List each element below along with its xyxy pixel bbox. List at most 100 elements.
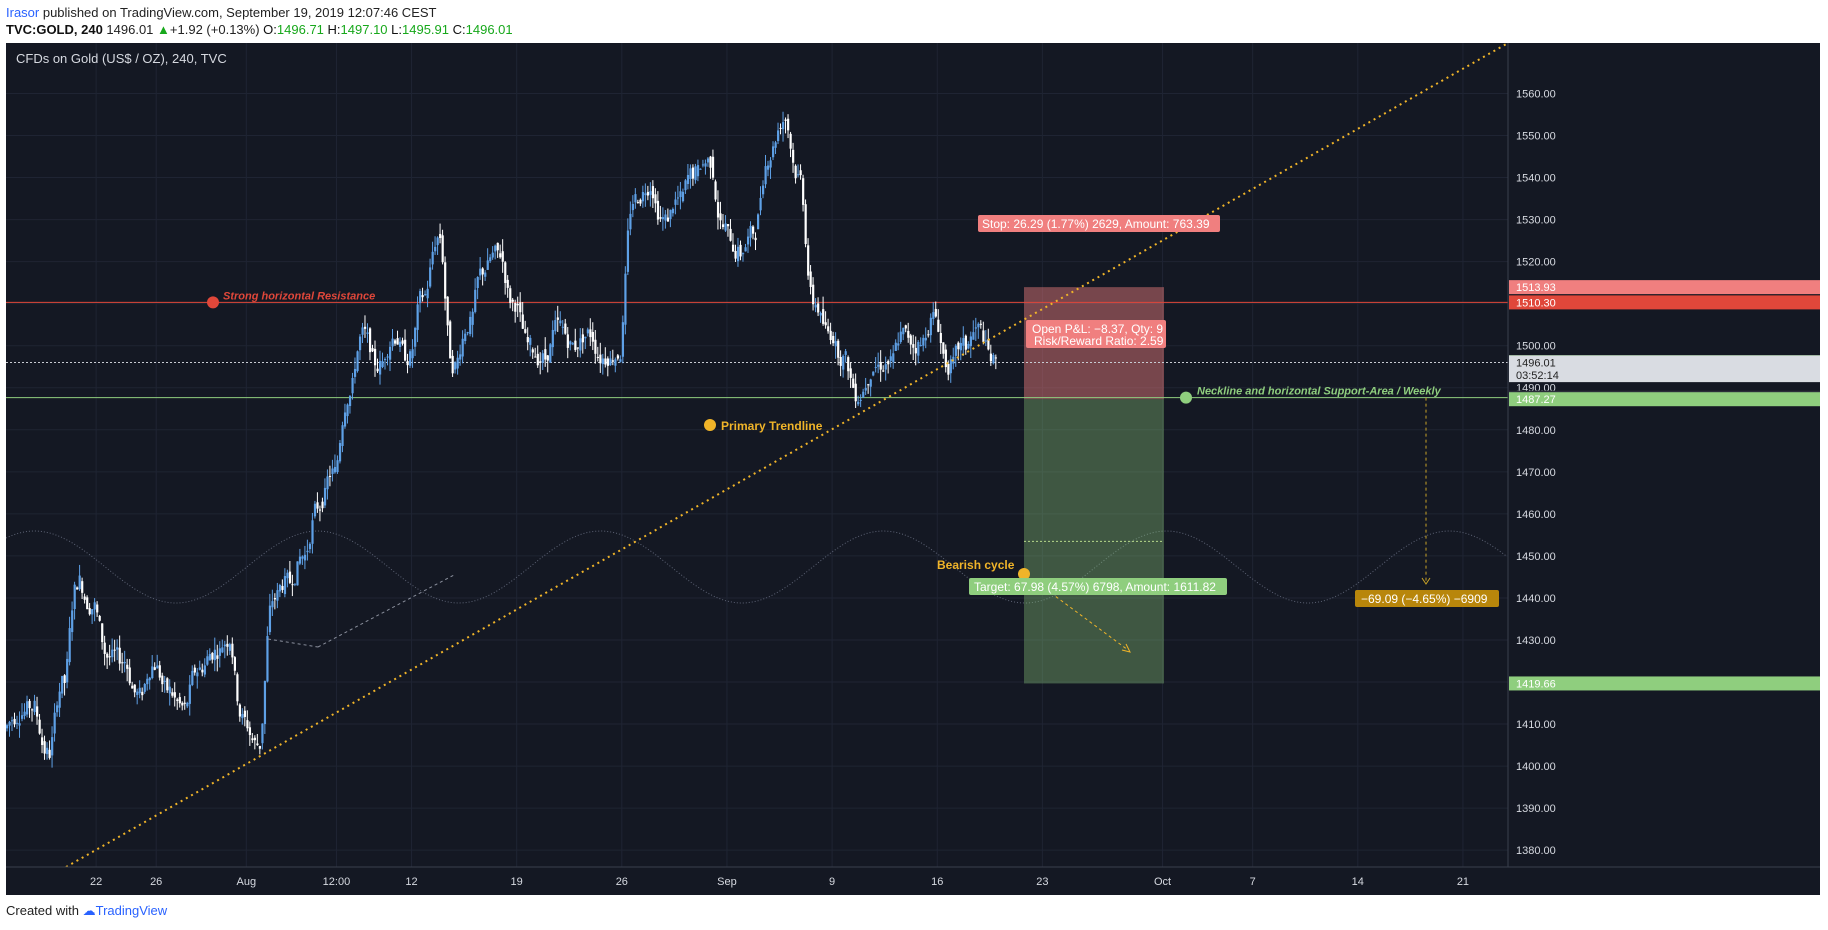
candle (454, 362, 457, 370)
candle (857, 401, 860, 405)
candle (346, 404, 349, 417)
candle (431, 251, 434, 265)
candle (626, 230, 630, 272)
candle (83, 596, 86, 600)
candle (171, 692, 174, 696)
candle (261, 723, 264, 744)
candle (416, 304, 419, 330)
candle (514, 303, 517, 312)
candle (384, 358, 387, 360)
candle (872, 371, 875, 376)
candle (48, 749, 51, 758)
candle (106, 653, 109, 658)
candle (389, 346, 392, 360)
chart-title: CFDs on Gold (US$ / OZ), 240, TVC (16, 51, 227, 66)
candle (68, 628, 71, 663)
candle (621, 322, 625, 357)
candle (869, 379, 872, 387)
candle (849, 368, 852, 378)
candle (746, 236, 750, 245)
candle (271, 601, 274, 608)
candle (118, 647, 121, 664)
candle (744, 247, 747, 252)
candle (133, 684, 136, 693)
candle (123, 661, 126, 664)
candle (974, 327, 977, 329)
author-link[interactable]: Irasor (6, 5, 40, 20)
chart-area[interactable]: Strong horizontal Resistance Neckline and… (6, 43, 1820, 895)
candle (499, 253, 502, 258)
candle (877, 364, 880, 367)
candle (817, 303, 820, 313)
candle (41, 737, 44, 745)
candle (616, 355, 620, 359)
candle (441, 235, 444, 263)
candle (21, 715, 24, 719)
price-tag (1509, 368, 1820, 383)
candle (248, 727, 252, 736)
candle (696, 165, 700, 177)
candle (867, 384, 870, 386)
candle (461, 338, 464, 357)
candle (161, 675, 164, 685)
candle (353, 368, 357, 377)
price-tag-label: 1487.27 (1516, 394, 1556, 406)
price-axis (1508, 43, 1820, 895)
candle (782, 122, 785, 130)
candle (661, 217, 665, 220)
candle (46, 747, 49, 755)
candle (464, 333, 467, 341)
candle (141, 691, 144, 696)
candle (366, 332, 369, 334)
y-tick-label: 1440.00 (1516, 593, 1556, 605)
candle (807, 245, 810, 276)
x-tick-label: Aug (237, 876, 257, 888)
candle (614, 359, 617, 366)
candle (173, 692, 176, 698)
candle (879, 361, 882, 370)
candle (439, 233, 442, 239)
candle (343, 412, 347, 427)
candle (93, 602, 96, 610)
candle (754, 237, 757, 241)
candle (842, 355, 845, 370)
candle (716, 202, 720, 218)
candle (516, 303, 519, 306)
chart-svg[interactable]: Strong horizontal Resistance Neckline and… (6, 43, 1820, 895)
candle (116, 647, 119, 650)
candle (564, 323, 567, 334)
candle (609, 358, 612, 366)
candle (992, 354, 995, 364)
x-tick-label: 22 (90, 876, 102, 888)
candle (251, 738, 254, 741)
candle (681, 191, 685, 202)
candle (166, 678, 169, 691)
candle (949, 359, 952, 374)
candle (942, 342, 945, 354)
price-tag-label: 1513.93 (1516, 282, 1556, 294)
candle (619, 359, 622, 362)
candle (584, 336, 587, 339)
candle (276, 590, 279, 601)
candle (476, 276, 479, 289)
tradingview-link[interactable]: TradingView (95, 903, 168, 918)
candle (979, 323, 982, 325)
candle (957, 342, 960, 350)
candle (281, 585, 284, 590)
candle (734, 250, 737, 259)
candle (368, 328, 372, 353)
candle (414, 328, 417, 347)
candle (764, 166, 767, 185)
trendline-label: Primary Trendline (721, 419, 823, 433)
candle (31, 709, 34, 711)
candle (947, 363, 950, 375)
candle (138, 687, 141, 694)
candle (181, 702, 184, 706)
candle (994, 357, 998, 359)
candle (576, 347, 579, 349)
candle (551, 329, 554, 348)
candle (689, 168, 692, 179)
candle (201, 669, 204, 673)
candle (691, 167, 695, 179)
candle (812, 284, 815, 305)
